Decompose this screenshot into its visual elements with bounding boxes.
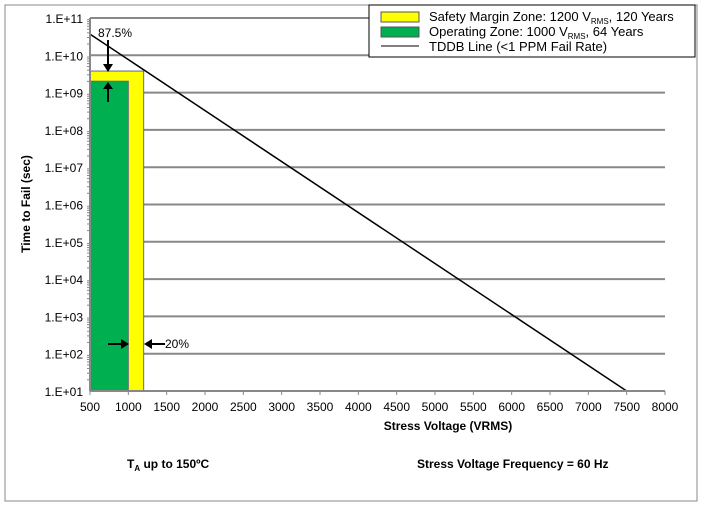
y-tick-label: 1.E+05: [45, 236, 84, 250]
x-tick-label: 7500: [613, 400, 640, 414]
legend-swatch-operating: [380, 26, 420, 38]
x-tick-label: 3500: [307, 400, 334, 414]
y-tick-label: 1.E+06: [45, 199, 84, 213]
vertical-margin-label: 87.5%: [98, 26, 132, 40]
legend-label-safety: Safety Margin Zone: 1200 VRMS, 120 Years: [429, 9, 674, 26]
horizontal-margin-label: 20%: [165, 337, 189, 351]
y-tick-label: 1.E+03: [45, 310, 84, 324]
y-tick-label: 1.E+10: [45, 49, 84, 63]
x-tick-label: 2000: [192, 400, 219, 414]
y-tick-label: 1.E+04: [45, 273, 84, 287]
x-tick-label: 5000: [422, 400, 449, 414]
y-tick-label: 1.E+11: [46, 12, 84, 26]
x-tick-label: 3000: [268, 400, 295, 414]
x-tick-label: 4500: [383, 400, 410, 414]
x-tick-label: 2500: [230, 400, 257, 414]
x-tick-label: 1000: [115, 400, 142, 414]
horizontal-margin-annotation: 20%: [108, 337, 189, 351]
x-tick-label: 500: [80, 400, 100, 414]
legend-swatch-safety: [380, 11, 420, 23]
y-tick-label: 1.E+08: [45, 124, 84, 138]
legend-label-tddb: TDDB Line (<1 PPM Fail Rate): [429, 39, 607, 54]
y-tick-label: 1.E+02: [45, 348, 84, 362]
x-tick-label: 1500: [153, 400, 180, 414]
x-tick-label: 5500: [460, 400, 487, 414]
legend: Safety Margin Zone: 1200 VRMS, 120 Years…: [368, 4, 696, 58]
y-tick-label: 1.E+01: [45, 385, 84, 399]
frequency-note: Stress Voltage Frequency = 60 Hz: [417, 457, 609, 471]
x-tick-label: 4000: [345, 400, 372, 414]
y-tick-label: 1.E+09: [45, 87, 84, 101]
y-axis-label: Time to Fail (sec): [19, 155, 33, 253]
x-axis-label: Stress Voltage (VRMS): [384, 419, 512, 433]
x-tick-label: 7000: [575, 400, 602, 414]
x-tick-label: 8000: [652, 400, 679, 414]
legend-label-operating: Operating Zone: 1000 VRMS, 64 Years: [429, 24, 644, 41]
vertical-margin-annotation: 87.5%: [98, 26, 132, 102]
x-tick-label: 6500: [537, 400, 564, 414]
x-tick-label: 6000: [498, 400, 525, 414]
tddb-line: [89, 33, 628, 392]
temperature-note: TA up to 150ºC: [127, 457, 210, 473]
y-tick-label: 1.E+07: [45, 161, 84, 175]
